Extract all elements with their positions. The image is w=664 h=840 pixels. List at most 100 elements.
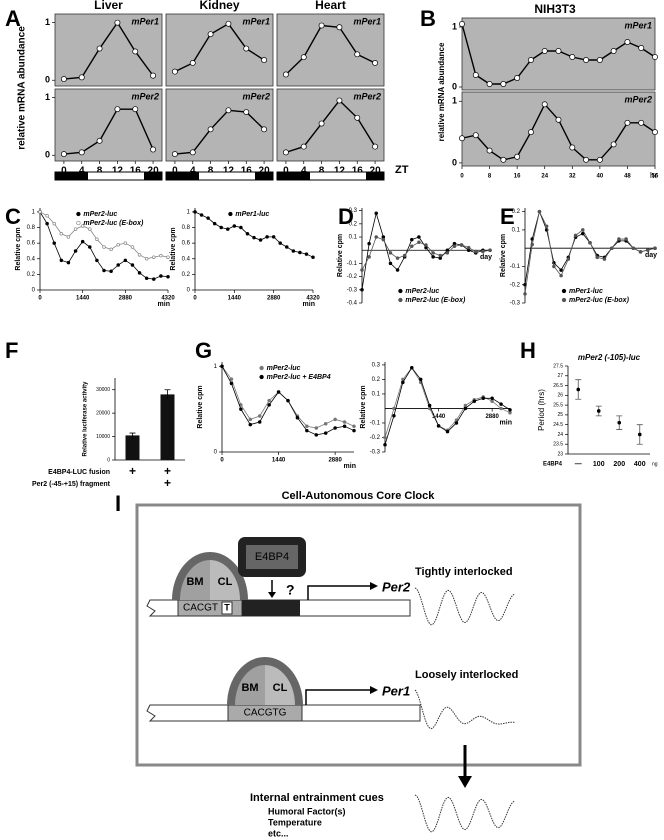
question-mark: ? [286, 582, 295, 598]
y-tick-label: 0.3 [372, 362, 381, 368]
data-point [291, 249, 296, 253]
data-point [436, 424, 441, 428]
clock [210, 560, 240, 600]
y-tick-label: -0.1 [347, 261, 358, 267]
data-point [265, 235, 269, 239]
e4bp4-inner [246, 545, 298, 569]
y-tick-label: 0 [45, 150, 50, 160]
arrowhead [268, 592, 276, 598]
ebox-site: CACGT [183, 603, 218, 614]
data-point [566, 257, 571, 261]
legend-label: mPer2-luc [83, 211, 117, 218]
data-point [243, 45, 250, 52]
protein-label: CL [218, 576, 233, 588]
data-point [624, 237, 628, 241]
panel-letter: H [520, 338, 536, 363]
data-point [60, 76, 67, 83]
data-point [199, 213, 204, 217]
data-point [52, 221, 56, 226]
data-point [116, 242, 120, 247]
data-point [383, 435, 387, 440]
data-point [278, 241, 282, 245]
data-point [137, 271, 142, 275]
data-point [114, 19, 121, 26]
x-tick-label: 0 [283, 166, 289, 177]
x-tick-label: 0 [38, 296, 42, 302]
data-point [60, 151, 67, 158]
data-point [500, 156, 507, 163]
x-unit: ZT [395, 164, 409, 176]
data-point [257, 414, 262, 418]
row-label: E4BP4-LUC fusion [48, 469, 110, 476]
y-tick-label: 0.2 [512, 209, 521, 215]
data-point [459, 21, 465, 27]
y-tick-label: 24 [557, 432, 563, 438]
y-tick-label: 0.2 [27, 272, 36, 278]
data-point [445, 429, 450, 434]
arrowhead [370, 686, 378, 694]
x-axis-label: day [645, 252, 657, 259]
data-point [474, 249, 478, 254]
data-point [488, 248, 492, 252]
legend-label: mPer2-luc [267, 365, 301, 372]
y-tick-label: 0.6 [182, 241, 191, 247]
data-point [381, 237, 386, 242]
y-tick-label: 1 [452, 21, 457, 31]
data-point [410, 366, 414, 370]
data-point [88, 227, 92, 231]
x-tick-label: 48 [624, 174, 631, 180]
y-tick-label: 0 [452, 157, 457, 167]
data-point [617, 420, 622, 425]
data-point [583, 57, 590, 63]
row-label: Per2 (-45-+15) fragment [32, 481, 111, 488]
panel-letter: E [500, 204, 515, 229]
data-point [652, 129, 658, 136]
x-tick-label: 32 [569, 174, 576, 180]
data-point [109, 247, 113, 252]
data-point [392, 406, 396, 411]
x-tick-label: 1440 [76, 296, 90, 302]
y-axis-label: Relative cpm [337, 234, 344, 277]
data-point [245, 232, 250, 236]
legend-marker [561, 297, 567, 303]
data-point [610, 48, 617, 54]
legend-marker [228, 211, 233, 217]
x-tick-label: 8 [319, 166, 325, 177]
data-point [559, 268, 563, 272]
y-tick-label: 30000 [96, 387, 110, 393]
data-point [638, 45, 645, 51]
series-annotation: mPer1 [624, 20, 652, 30]
error-bar [129, 432, 136, 438]
y-tick-label: 20000 [96, 410, 110, 416]
data-point [559, 273, 563, 278]
data-point [652, 54, 658, 60]
repressor-site [242, 600, 300, 616]
data-point [541, 48, 548, 54]
data-point [417, 235, 421, 239]
series-annotation: mPer2 [353, 91, 381, 101]
y-tick-label: 1 [32, 209, 36, 215]
data-point [499, 402, 503, 406]
data-point [392, 413, 396, 418]
x-tick-label: 20 [370, 166, 382, 177]
x-tick-label: 4320 [161, 296, 175, 302]
data-point [318, 22, 325, 29]
data-point [95, 237, 99, 241]
y-tick-label: 0.8 [27, 225, 36, 231]
data-point [261, 126, 268, 133]
data-point [481, 249, 485, 254]
legend-label: mPer2-luc (E-box) [405, 297, 466, 304]
y-tick-label: 27.5 [553, 363, 563, 369]
data-point [323, 421, 328, 426]
x-tick-label: 1440 [272, 458, 286, 464]
data-point [638, 250, 643, 254]
y-tick-label: 0 [107, 457, 110, 463]
x-tick-label: 40 [597, 174, 604, 180]
data-point [581, 231, 585, 236]
x-axis-label: min [158, 301, 170, 308]
data-point [472, 132, 479, 139]
data-point [59, 258, 64, 263]
data-point [342, 424, 347, 429]
y-axis-label: Relative luciferase activity [83, 381, 89, 457]
data-point [372, 60, 379, 66]
